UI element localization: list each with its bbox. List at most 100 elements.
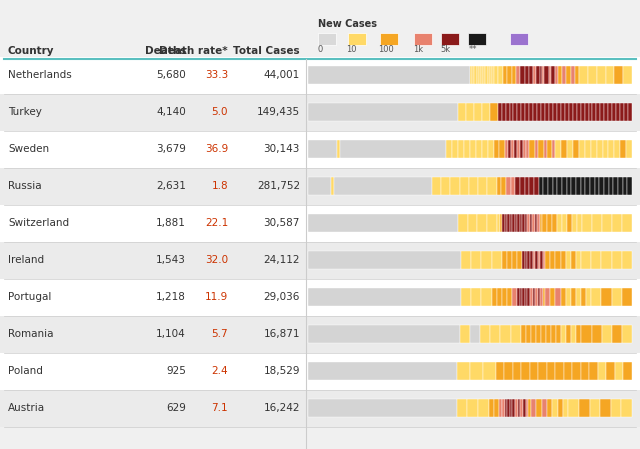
Bar xyxy=(490,325,500,343)
Bar xyxy=(461,251,471,269)
Bar xyxy=(561,140,567,158)
Bar xyxy=(513,103,517,121)
Bar xyxy=(447,140,452,158)
Text: 1.8: 1.8 xyxy=(211,181,228,191)
Bar xyxy=(0,57,640,93)
Bar xyxy=(618,177,623,195)
Bar xyxy=(552,140,556,158)
Bar xyxy=(470,362,483,380)
Bar xyxy=(622,288,632,306)
Text: 5,680: 5,680 xyxy=(156,70,186,80)
Bar xyxy=(460,177,469,195)
Bar xyxy=(535,140,538,158)
Bar xyxy=(308,103,632,121)
Text: 1,104: 1,104 xyxy=(156,329,186,339)
Bar xyxy=(552,399,557,417)
Bar xyxy=(564,362,572,380)
Bar xyxy=(332,177,333,195)
Bar xyxy=(527,214,530,232)
Bar xyxy=(450,177,460,195)
Bar xyxy=(511,177,515,195)
Text: Netherlands: Netherlands xyxy=(8,70,72,80)
Bar xyxy=(508,140,511,158)
Bar xyxy=(458,103,466,121)
Bar xyxy=(600,103,604,121)
Bar xyxy=(457,362,470,380)
Bar xyxy=(623,362,632,380)
Bar xyxy=(0,242,640,278)
Bar xyxy=(530,362,538,380)
Bar xyxy=(308,399,632,417)
Bar xyxy=(0,352,640,389)
Text: 30,143: 30,143 xyxy=(264,144,300,154)
Bar xyxy=(532,288,535,306)
Bar xyxy=(506,140,508,158)
Bar xyxy=(308,103,458,121)
Bar xyxy=(511,66,516,84)
Bar xyxy=(550,251,556,269)
Bar xyxy=(517,140,520,158)
Text: 1,543: 1,543 xyxy=(156,255,186,265)
Bar xyxy=(527,251,530,269)
Bar xyxy=(547,214,552,232)
Bar xyxy=(622,214,632,232)
Bar xyxy=(308,288,632,306)
Bar xyxy=(527,288,530,306)
Text: 0: 0 xyxy=(318,45,323,54)
Bar xyxy=(458,140,464,158)
Bar xyxy=(602,214,612,232)
Bar xyxy=(580,103,584,121)
Bar xyxy=(499,140,506,158)
Bar xyxy=(485,66,488,84)
Bar xyxy=(498,103,502,121)
Bar xyxy=(517,251,522,269)
Bar xyxy=(547,140,552,158)
Bar xyxy=(503,66,508,84)
Bar xyxy=(537,103,541,121)
Bar xyxy=(488,399,494,417)
Bar xyxy=(607,362,615,380)
Bar xyxy=(540,214,542,232)
Bar xyxy=(483,66,485,84)
Bar xyxy=(0,316,640,352)
Bar xyxy=(602,288,612,306)
Bar xyxy=(600,399,611,417)
Bar xyxy=(549,66,551,84)
Bar xyxy=(506,177,511,195)
Bar xyxy=(497,214,500,232)
Bar xyxy=(573,140,579,158)
Bar xyxy=(505,214,508,232)
Bar xyxy=(509,103,513,121)
Bar xyxy=(538,288,540,306)
Bar xyxy=(531,399,536,417)
Bar xyxy=(557,103,561,121)
Bar xyxy=(308,399,457,417)
Bar xyxy=(482,103,490,121)
Text: 629: 629 xyxy=(166,403,186,413)
Bar xyxy=(520,140,523,158)
Bar xyxy=(512,288,517,306)
Bar xyxy=(609,140,614,158)
Bar xyxy=(612,325,622,343)
Bar xyxy=(520,325,525,343)
Bar xyxy=(598,362,607,380)
Bar xyxy=(507,251,512,269)
Bar xyxy=(562,177,567,195)
Bar xyxy=(337,140,340,158)
Bar xyxy=(510,214,513,232)
Bar xyxy=(488,177,497,195)
Bar xyxy=(556,66,557,84)
Bar xyxy=(441,177,450,195)
Bar xyxy=(591,251,602,269)
Bar xyxy=(556,251,561,269)
Bar xyxy=(478,399,488,417)
Bar xyxy=(497,177,502,195)
Bar xyxy=(478,177,488,195)
Bar xyxy=(525,103,529,121)
Bar xyxy=(549,103,553,121)
Text: 44,001: 44,001 xyxy=(264,70,300,80)
Bar xyxy=(431,177,441,195)
Text: Turkey: Turkey xyxy=(8,107,42,117)
Bar xyxy=(490,66,492,84)
Bar xyxy=(477,214,488,232)
